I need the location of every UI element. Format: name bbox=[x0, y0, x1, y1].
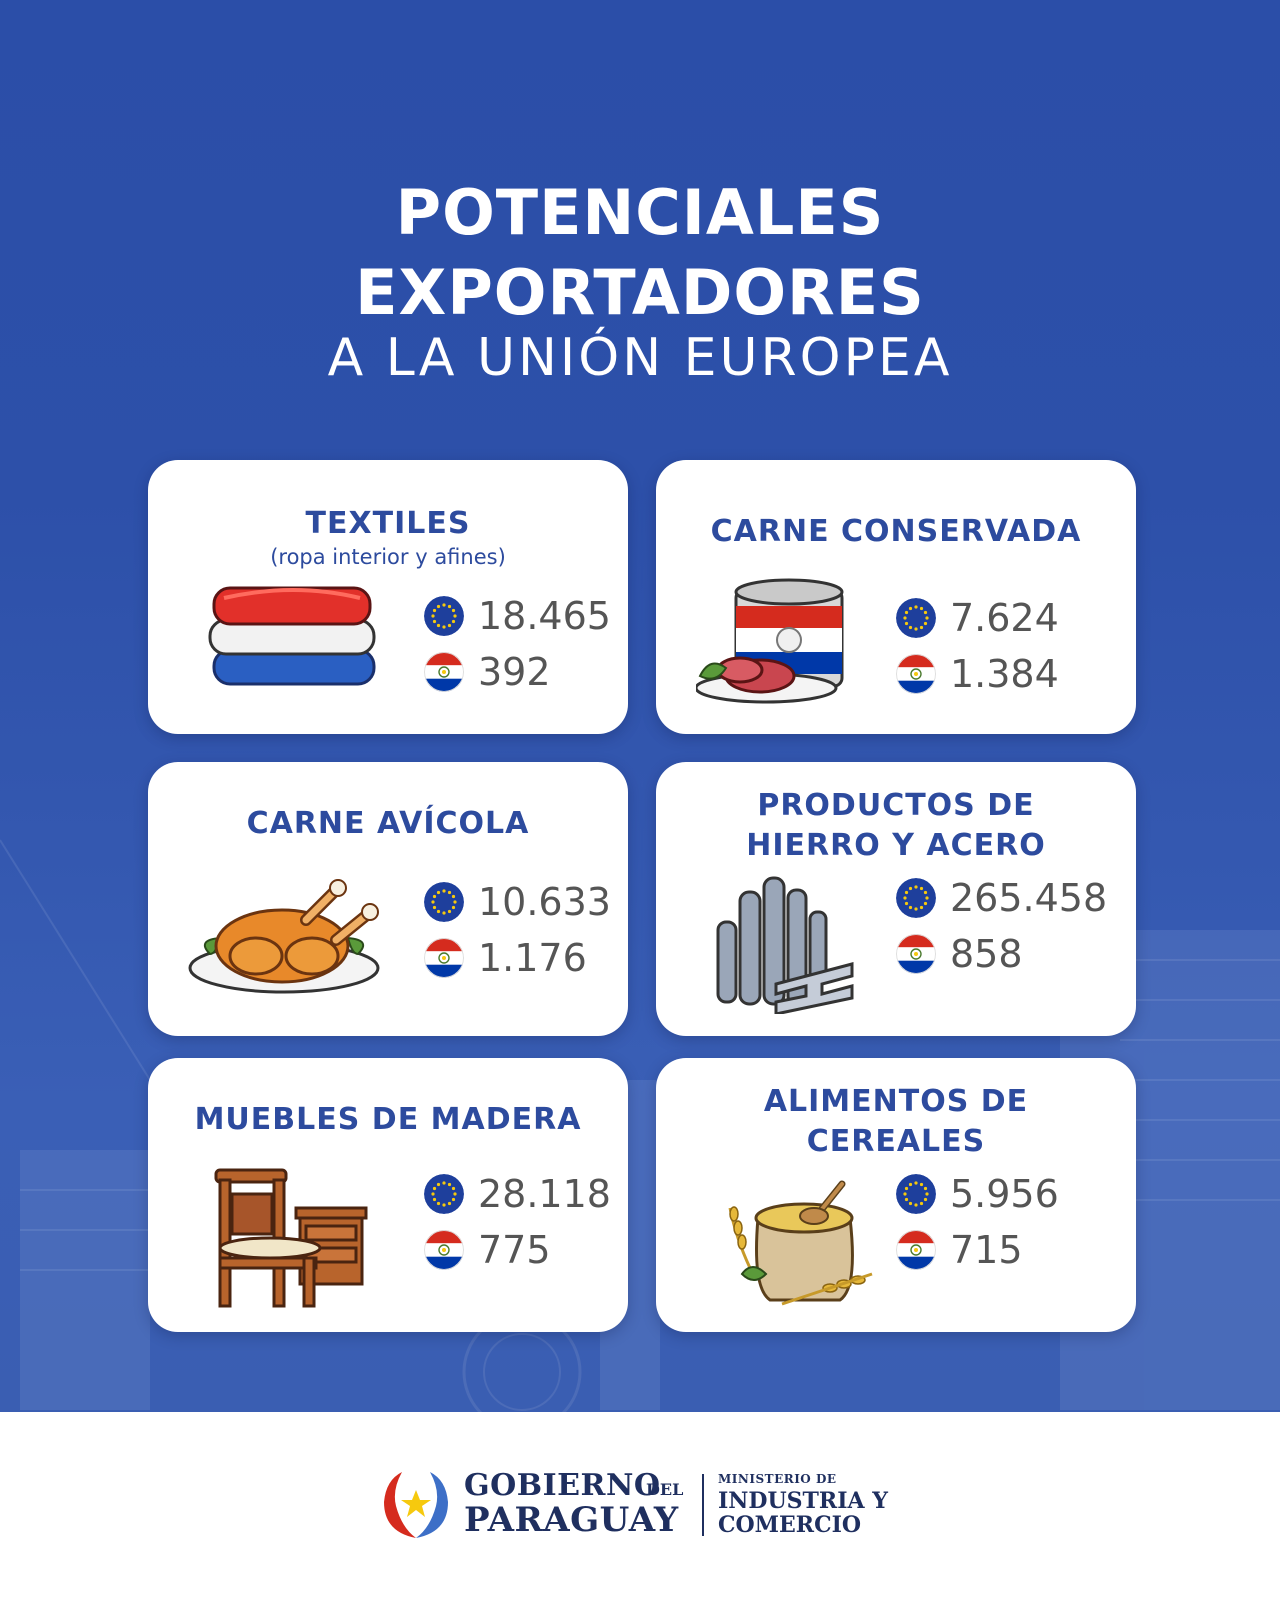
title-line-2: EXPORTADORES bbox=[355, 256, 925, 329]
paraguay-flag-icon bbox=[424, 1230, 464, 1270]
eu-value: 265.458 bbox=[950, 876, 1108, 920]
py-value: 715 bbox=[950, 1228, 1023, 1272]
paraguay-flag-icon bbox=[896, 1230, 936, 1270]
card-hierro-acero: PRODUCTOS DE HIERRO Y ACERO 265.458 858 bbox=[656, 762, 1136, 1036]
eu-stat: 7.624 bbox=[896, 592, 1059, 644]
card-title: PRODUCTOS DE bbox=[757, 788, 1035, 823]
py-stat: 392 bbox=[424, 646, 551, 698]
eu-stat: 18.465 bbox=[424, 590, 611, 642]
py-stat: 775 bbox=[424, 1224, 551, 1276]
card-alimentos-cereales: ALIMENTOS DE CEREALES 5.956 715 bbox=[656, 1058, 1136, 1332]
py-stat: 1.384 bbox=[896, 648, 1059, 700]
paraguay-flag-icon bbox=[896, 934, 936, 974]
paraguay-flag-icon bbox=[424, 938, 464, 978]
eu-flag-icon bbox=[424, 882, 464, 922]
card-title: TEXTILES bbox=[305, 506, 471, 541]
title-line-3: A LA UNIÓN EUROPEA bbox=[327, 328, 953, 388]
eu-value: 18.465 bbox=[478, 594, 611, 638]
card-carne-conservada: CARNE CONSERVADA 7.624 1.384 bbox=[656, 460, 1136, 734]
py-stat: 715 bbox=[896, 1224, 1023, 1276]
folded-textiles-icon bbox=[208, 586, 376, 686]
card-subtitle: (ropa interior y afines) bbox=[270, 545, 506, 569]
py-value: 1.384 bbox=[950, 652, 1059, 696]
eu-flag-icon bbox=[424, 1174, 464, 1214]
eu-stat: 265.458 bbox=[896, 872, 1107, 924]
eu-value: 10.633 bbox=[478, 880, 611, 924]
py-value: 1.176 bbox=[478, 936, 587, 980]
paraguay-emblem-icon bbox=[384, 1472, 448, 1538]
eu-stat: 28.118 bbox=[424, 1168, 611, 1220]
footer-divider bbox=[702, 1474, 704, 1536]
py-value: 858 bbox=[950, 932, 1023, 976]
card-title-line-2: CEREALES bbox=[806, 1124, 986, 1159]
eu-flag-icon bbox=[896, 598, 936, 638]
footer bbox=[0, 1412, 1280, 1600]
wooden-furniture-icon bbox=[214, 1168, 368, 1308]
card-title: ALIMENTOS DE bbox=[763, 1084, 1029, 1119]
card-muebles-madera: MUEBLES DE MADERA 28.118 775 bbox=[148, 1058, 628, 1332]
py-value: 392 bbox=[478, 650, 551, 694]
comercio-text: COMERCIO bbox=[718, 1512, 862, 1538]
py-stat: 858 bbox=[896, 928, 1023, 980]
industria-text: INDUSTRIA Y bbox=[718, 1488, 888, 1514]
eu-flag-icon bbox=[896, 1174, 936, 1214]
paraguay-flag-icon bbox=[424, 652, 464, 692]
steel-bars-icon bbox=[716, 876, 854, 1014]
eu-value: 5.956 bbox=[950, 1172, 1059, 1216]
card-title: MUEBLES DE MADERA bbox=[194, 1102, 582, 1137]
card-textiles: TEXTILES (ropa interior y afines) 18.465… bbox=[148, 460, 628, 734]
card-carne-avicola: CARNE AVÍCOLA 10.633 1.176 bbox=[148, 762, 628, 1036]
eu-value: 7.624 bbox=[950, 596, 1059, 640]
eu-stat: 5.956 bbox=[896, 1168, 1059, 1220]
ministerio-text: MINISTERIO DE bbox=[718, 1472, 837, 1486]
card-title-line-2: HIERRO Y ACERO bbox=[746, 828, 1046, 863]
del-text: DEL bbox=[646, 1480, 684, 1499]
py-stat: 1.176 bbox=[424, 932, 587, 984]
gobierno-text: GOBIERNO bbox=[464, 1468, 661, 1503]
cereal-sack-icon bbox=[728, 1180, 873, 1306]
roast-chicken-icon bbox=[188, 879, 380, 994]
eu-flag-icon bbox=[424, 596, 464, 636]
card-title: CARNE AVÍCOLA bbox=[246, 806, 530, 841]
py-value: 775 bbox=[478, 1228, 551, 1272]
eu-stat: 10.633 bbox=[424, 876, 611, 928]
card-title: CARNE CONSERVADA bbox=[710, 514, 1082, 549]
eu-value: 28.118 bbox=[478, 1172, 611, 1216]
eu-flag-icon bbox=[896, 878, 936, 918]
paraguay-flag-icon bbox=[896, 654, 936, 694]
canned-meat-icon bbox=[696, 578, 844, 704]
title-line-1: POTENCIALES bbox=[395, 176, 885, 249]
paraguay-text: PARAGUAY bbox=[464, 1500, 679, 1540]
